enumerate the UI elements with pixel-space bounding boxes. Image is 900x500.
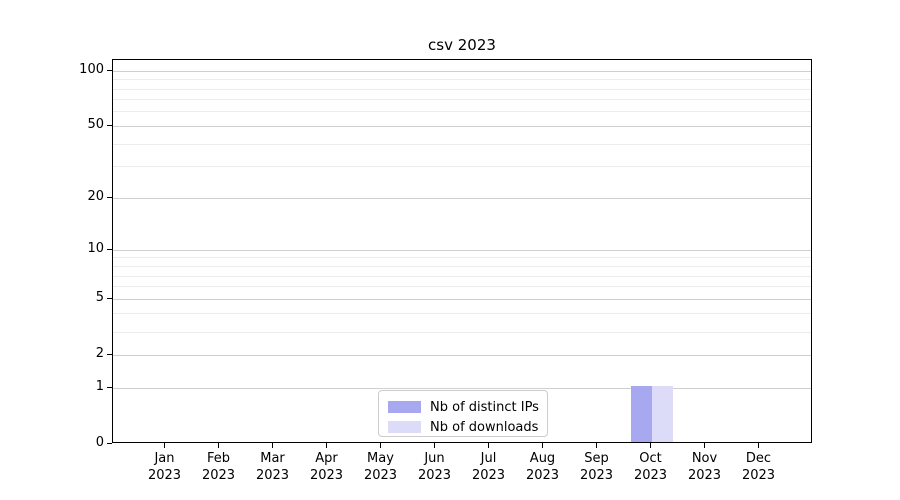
y-tick-mark bbox=[107, 124, 112, 126]
y-tick-label: 2 bbox=[95, 346, 104, 362]
y-tick-mark bbox=[107, 248, 112, 250]
legend-item-downloads: Nb of downloads bbox=[388, 417, 539, 437]
legend-swatch-distinct-ips bbox=[388, 401, 421, 413]
x-tick-label: Jan 2023 bbox=[147, 451, 182, 483]
x-tick-label: May 2023 bbox=[363, 451, 398, 483]
x-tick-mark bbox=[380, 443, 381, 448]
gridline-major bbox=[113, 197, 811, 199]
y-tick-label: 100 bbox=[79, 62, 104, 78]
gridline-minor bbox=[113, 143, 811, 145]
gridline-minor bbox=[113, 88, 811, 90]
legend-item-distinct-ips: Nb of distinct IPs bbox=[388, 397, 539, 417]
x-tick-label: Feb 2023 bbox=[201, 451, 236, 483]
gridline-minor bbox=[113, 99, 811, 101]
gridline-minor bbox=[113, 266, 811, 267]
legend-label-distinct-ips: Nb of distinct IPs bbox=[430, 399, 539, 415]
chart-title: csv 2023 bbox=[428, 36, 496, 54]
gridline-minor bbox=[113, 111, 811, 113]
x-tick-label: Dec 2023 bbox=[741, 451, 776, 483]
y-tick-label: 5 bbox=[95, 290, 104, 306]
y-tick-label: 20 bbox=[87, 189, 104, 205]
gridline-minor bbox=[113, 313, 811, 315]
x-tick-label: Mar 2023 bbox=[255, 451, 290, 483]
x-tick-label: Jun 2023 bbox=[417, 451, 452, 483]
x-tick-mark bbox=[596, 443, 597, 448]
gridline-minor bbox=[113, 286, 811, 288]
y-tick-mark bbox=[107, 196, 112, 198]
gridline-major bbox=[113, 387, 811, 389]
bar-nb-of-downloads bbox=[651, 386, 673, 442]
x-tick-label: Jul 2023 bbox=[471, 451, 506, 483]
gridline-major bbox=[113, 249, 811, 251]
gridline-minor bbox=[113, 331, 811, 333]
y-tick-mark bbox=[107, 386, 112, 388]
gridline-major bbox=[113, 70, 811, 72]
x-tick-label: Nov 2023 bbox=[687, 451, 722, 483]
x-tick-mark bbox=[542, 443, 543, 448]
plot-area bbox=[112, 59, 812, 443]
x-tick-mark bbox=[434, 443, 435, 448]
gridline-minor bbox=[113, 79, 811, 81]
y-tick-mark bbox=[107, 69, 112, 71]
gridline-minor bbox=[113, 275, 811, 277]
x-tick-label: Oct 2023 bbox=[633, 451, 668, 483]
x-tick-mark bbox=[758, 443, 759, 448]
x-tick-mark bbox=[218, 443, 219, 448]
y-tick-label: 10 bbox=[87, 241, 104, 257]
y-tick-mark bbox=[107, 442, 112, 444]
legend-swatch-downloads bbox=[388, 421, 421, 433]
x-tick-mark bbox=[704, 443, 705, 448]
x-tick-label: Sep 2023 bbox=[579, 451, 614, 483]
x-tick-mark bbox=[650, 443, 651, 448]
x-tick-label: Aug 2023 bbox=[525, 451, 560, 483]
gridline-major bbox=[113, 125, 811, 127]
legend: Nb of distinct IPs Nb of downloads bbox=[378, 390, 548, 437]
y-tick-mark bbox=[107, 353, 112, 355]
gridline-minor bbox=[113, 257, 811, 259]
x-tick-mark bbox=[164, 443, 165, 448]
y-tick-label: 50 bbox=[87, 117, 104, 133]
x-tick-mark bbox=[488, 443, 489, 448]
bar-nb-of-distinct-ips bbox=[630, 386, 652, 442]
y-tick-label: 0 bbox=[95, 435, 104, 450]
x-tick-label: Apr 2023 bbox=[309, 451, 344, 483]
x-tick-mark bbox=[326, 443, 327, 448]
x-tick-mark bbox=[272, 443, 273, 448]
y-tick-mark bbox=[107, 297, 112, 299]
gridline-minor bbox=[113, 166, 811, 168]
gridline-major bbox=[113, 298, 811, 300]
legend-label-downloads: Nb of downloads bbox=[430, 419, 539, 435]
gridline-major bbox=[113, 354, 811, 356]
y-tick-label: 1 bbox=[95, 379, 104, 394]
